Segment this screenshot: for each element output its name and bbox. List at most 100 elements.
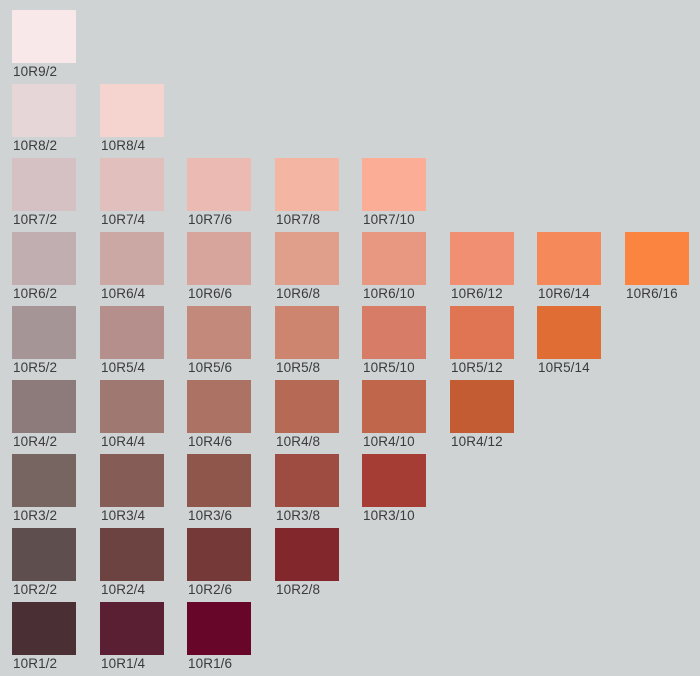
- color-chip: 10R6/14: [537, 232, 625, 306]
- color-swatch: [450, 232, 514, 285]
- chip-label: 10R3/8: [276, 508, 321, 523]
- color-swatch: [275, 306, 339, 359]
- chip-label: 10R4/2: [13, 434, 58, 449]
- chip-label: 10R5/8: [276, 360, 321, 375]
- color-swatch: [187, 158, 251, 211]
- chip-label: 10R8/4: [101, 138, 146, 153]
- color-swatch: [12, 158, 76, 211]
- color-chip: 10R5/12: [450, 306, 538, 380]
- chip-label: 10R5/6: [188, 360, 233, 375]
- chip-label: 10R6/2: [13, 286, 58, 301]
- color-chip: 10R2/2: [12, 528, 100, 602]
- color-swatch: [187, 232, 251, 285]
- color-swatch: [450, 306, 514, 359]
- color-chip: 10R6/6: [187, 232, 275, 306]
- color-swatch: [187, 454, 251, 507]
- chip-label: 10R9/2: [13, 64, 58, 79]
- color-swatch: [100, 84, 164, 137]
- color-swatch: [100, 306, 164, 359]
- color-chip: 10R7/10: [362, 158, 450, 232]
- chip-label: 10R5/12: [451, 360, 503, 375]
- chip-label: 10R7/10: [363, 212, 415, 227]
- chip-label: 10R6/12: [451, 286, 503, 301]
- chip-label: 10R6/14: [538, 286, 590, 301]
- chip-label: 10R2/4: [101, 582, 146, 597]
- color-chip: 10R1/6: [187, 602, 275, 676]
- color-swatch: [100, 454, 164, 507]
- chip-label: 10R4/8: [276, 434, 321, 449]
- color-chip: 10R2/4: [100, 528, 188, 602]
- chip-label: 10R7/8: [276, 212, 321, 227]
- color-swatch: [450, 380, 514, 433]
- color-swatch: [362, 380, 426, 433]
- color-chip: 10R5/8: [275, 306, 363, 380]
- color-swatch: [12, 232, 76, 285]
- chip-label: 10R6/6: [188, 286, 233, 301]
- chip-label: 10R1/6: [188, 656, 233, 671]
- color-chip: 10R1/4: [100, 602, 188, 676]
- color-swatch: [362, 454, 426, 507]
- color-chip: 10R5/14: [537, 306, 625, 380]
- color-swatch: [275, 232, 339, 285]
- chip-label: 10R3/4: [101, 508, 146, 523]
- color-chip: 10R3/8: [275, 454, 363, 528]
- color-chip: 10R6/12: [450, 232, 538, 306]
- color-swatch: [537, 232, 601, 285]
- color-swatch: [187, 602, 251, 655]
- chip-label: 10R2/2: [13, 582, 58, 597]
- color-chip: 10R4/6: [187, 380, 275, 454]
- chip-label: 10R4/4: [101, 434, 146, 449]
- chip-label: 10R8/2: [13, 138, 58, 153]
- color-chip: 10R9/2: [12, 10, 100, 84]
- chip-label: 10R7/2: [13, 212, 58, 227]
- chip-label: 10R1/2: [13, 656, 58, 671]
- chip-label: 10R5/10: [363, 360, 415, 375]
- chip-label: 10R6/10: [363, 286, 415, 301]
- color-swatch: [187, 380, 251, 433]
- color-chip: 10R5/10: [362, 306, 450, 380]
- chip-label: 10R7/4: [101, 212, 146, 227]
- color-chip: 10R7/6: [187, 158, 275, 232]
- chip-label: 10R6/8: [276, 286, 321, 301]
- color-chip: 10R2/8: [275, 528, 363, 602]
- color-swatch: [275, 380, 339, 433]
- color-swatch: [362, 158, 426, 211]
- chip-label: 10R5/14: [538, 360, 590, 375]
- color-chip: 10R7/8: [275, 158, 363, 232]
- color-chip: 10R8/2: [12, 84, 100, 158]
- color-chip: 10R5/2: [12, 306, 100, 380]
- chip-label: 10R3/10: [363, 508, 415, 523]
- color-swatch: [12, 380, 76, 433]
- color-chip: 10R4/12: [450, 380, 538, 454]
- color-chip: 10R5/4: [100, 306, 188, 380]
- color-swatch: [100, 380, 164, 433]
- color-chip: 10R4/4: [100, 380, 188, 454]
- color-swatch: [275, 528, 339, 581]
- color-chip: 10R5/6: [187, 306, 275, 380]
- color-chip: 10R4/10: [362, 380, 450, 454]
- color-chip: 10R6/2: [12, 232, 100, 306]
- chip-label: 10R2/6: [188, 582, 233, 597]
- color-swatch: [187, 306, 251, 359]
- color-chip: 10R3/4: [100, 454, 188, 528]
- chip-label: 10R3/6: [188, 508, 233, 523]
- color-swatch: [362, 232, 426, 285]
- color-chip: 10R1/2: [12, 602, 100, 676]
- color-swatch: [12, 10, 76, 63]
- chip-label: 10R5/4: [101, 360, 146, 375]
- color-swatch: [537, 306, 601, 359]
- chip-label: 10R1/4: [101, 656, 146, 671]
- chip-label: 10R5/2: [13, 360, 58, 375]
- color-chip: 10R3/2: [12, 454, 100, 528]
- color-swatch: [100, 528, 164, 581]
- color-swatch: [12, 454, 76, 507]
- color-swatch: [12, 306, 76, 359]
- color-swatch: [275, 454, 339, 507]
- color-chip: 10R4/2: [12, 380, 100, 454]
- color-swatch: [100, 232, 164, 285]
- color-swatch: [187, 528, 251, 581]
- color-swatch: [100, 158, 164, 211]
- chip-label: 10R4/6: [188, 434, 233, 449]
- color-chip: 10R7/2: [12, 158, 100, 232]
